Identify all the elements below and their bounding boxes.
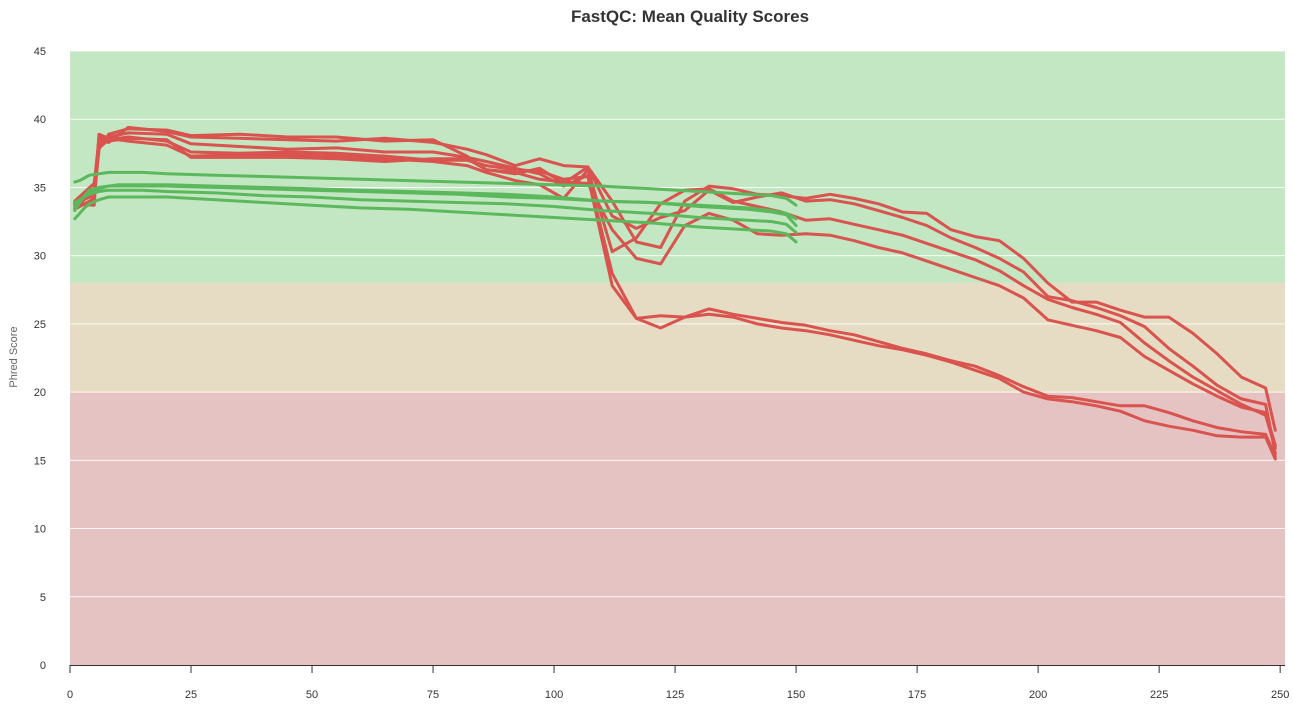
band-1 <box>70 282 1285 393</box>
series-line-2-pass <box>73 188 798 234</box>
y-tick-label-5: 5 <box>40 592 46 604</box>
chart-title: FastQC: Mean Quality Scores <box>571 7 809 26</box>
x-tick-label-50: 50 <box>306 689 318 701</box>
series-line-4-pass <box>73 184 798 221</box>
x-tick-label-0: 0 <box>67 689 73 701</box>
series-line-8-fail <box>73 135 1277 461</box>
x-tick-label-150: 150 <box>787 689 805 701</box>
series-line-7-fail <box>73 125 1277 432</box>
y-tick-label-25: 25 <box>34 319 46 331</box>
x-tick-label-100: 100 <box>545 689 563 701</box>
series-lines <box>73 125 1277 461</box>
y-tick-label-10: 10 <box>34 524 46 536</box>
quality-bands <box>70 51 1285 665</box>
y-tick-label-45: 45 <box>34 46 46 58</box>
series-line-6-fail <box>73 127 1277 455</box>
axes: 0 5 10 15 20 25 30 35 40 45 0 25 50 75 100 125 150 175 200… <box>34 46 1290 701</box>
gridlines <box>70 50 1285 598</box>
y-tick-label-40: 40 <box>34 114 46 126</box>
series-line-3-pass <box>73 195 798 244</box>
series-line-9-fail <box>73 131 1277 458</box>
y-tick-label-35: 35 <box>34 182 46 194</box>
x-tick-label-75: 75 <box>427 689 439 701</box>
y-tick-label-0: 0 <box>40 660 46 672</box>
series-line-0-pass <box>73 170 798 207</box>
y-axis-label: Phred Score <box>8 326 20 387</box>
x-tick-label-25: 25 <box>185 689 197 701</box>
x-tick-label-200: 200 <box>1029 689 1047 701</box>
y-tick-label-20: 20 <box>34 387 46 399</box>
x-tick-label-250: 250 <box>1271 689 1289 701</box>
band-0 <box>70 51 1285 283</box>
y-tick-label-30: 30 <box>34 251 46 263</box>
x-tick-label-175: 175 <box>908 689 926 701</box>
x-tick-label-125: 125 <box>666 689 684 701</box>
y-tick-label-15: 15 <box>34 455 46 467</box>
x-tick-label-225: 225 <box>1150 689 1168 701</box>
